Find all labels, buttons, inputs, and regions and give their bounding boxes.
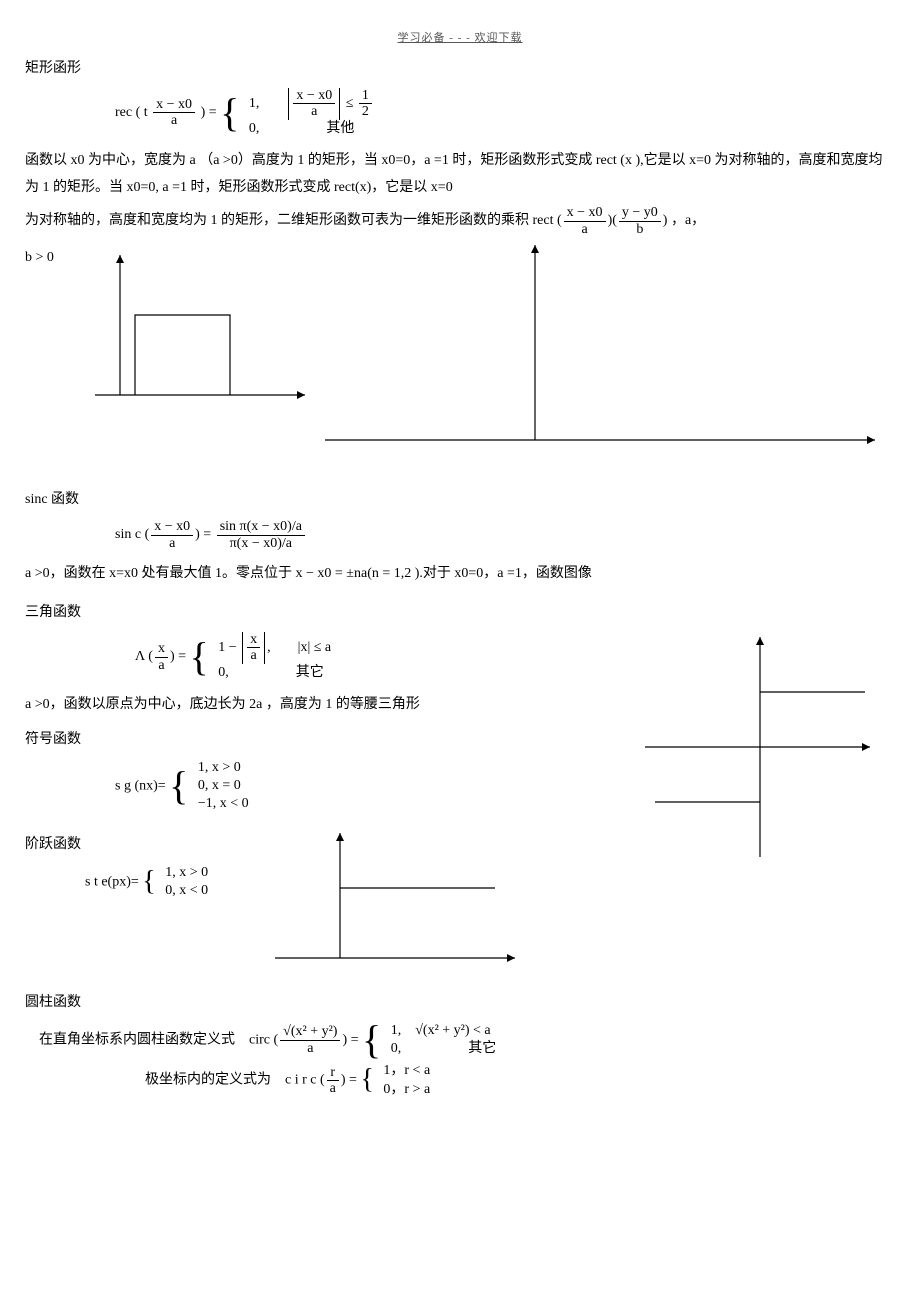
circ-polar: 极坐标内的定义式为 c i r c ( r a ) = { 1，r < a 0，… bbox=[145, 1062, 895, 1098]
sinc-para: a >0，函数在 x=x0 处有最大值 1。零点位于 x − x0 = ±na(… bbox=[25, 561, 895, 588]
circ-polar-lhs: c i r c bbox=[285, 1073, 316, 1088]
section-sgn-title: 符号函数 bbox=[25, 729, 645, 751]
rect-2d-num1: x − x0 bbox=[564, 205, 606, 221]
circ-lhs: circ bbox=[249, 1032, 270, 1047]
tri-lhs: Λ bbox=[135, 649, 145, 664]
rect-para3: b > 0 bbox=[25, 245, 65, 272]
step-equation: s t e(px)= { 1, x > 0 0, x < 0 bbox=[85, 864, 265, 900]
circ-arg-num: √(x² + y²) bbox=[280, 1024, 340, 1040]
rect-half-num: 1 bbox=[359, 88, 372, 104]
rect-equation: rec ( t x − x0 a ) = { 1, x − x0 a ≤ 1 2… bbox=[115, 88, 895, 138]
rect-arg-num: x − x0 bbox=[153, 97, 195, 113]
circ-case1-val: 1, bbox=[391, 1023, 402, 1038]
sgn-row2: 0, x = 0 bbox=[194, 777, 249, 795]
rect-2d-den2: b bbox=[619, 222, 661, 237]
sinc-arg-den: a bbox=[151, 536, 193, 551]
step-row1: 1, x > 0 bbox=[161, 864, 208, 882]
circ-case2-val: 0, bbox=[391, 1041, 402, 1056]
rect-half-den: 2 bbox=[359, 104, 372, 119]
tri-case2-cond: 其它 bbox=[296, 665, 324, 680]
rect-cond-den: a bbox=[293, 104, 335, 119]
tri-abs-num: x bbox=[247, 632, 260, 648]
step-lhs: s t e(px)= bbox=[85, 874, 139, 889]
circ-polar-num: r bbox=[327, 1065, 339, 1081]
sgn-equation: s g (nx)= { 1, x > 0 0, x = 0 −1, x < 0 bbox=[115, 759, 645, 814]
rect-para2-tail: ，a， bbox=[671, 213, 705, 228]
rect-2d-num2: y − y0 bbox=[619, 205, 661, 221]
rect-plot-2 bbox=[325, 245, 885, 475]
tri-abs-den: a bbox=[247, 648, 260, 663]
circ-polar-row1: 1，r < a bbox=[379, 1062, 430, 1080]
circ-case2-cond: 其它 bbox=[468, 1041, 496, 1056]
sinc-lhs: sin c bbox=[115, 527, 141, 542]
section-circ-title: 圆柱函数 bbox=[25, 992, 895, 1014]
rect-func-name: rec bbox=[115, 105, 132, 120]
circ-pre: 在直角坐标系内圆柱函数定义式 bbox=[39, 1032, 235, 1047]
rect-arg-den: a bbox=[153, 113, 195, 128]
circ-arg-den: a bbox=[280, 1041, 340, 1056]
circ-polar-den: a bbox=[327, 1081, 339, 1096]
sgn-lhs: s g (nx)= bbox=[115, 779, 166, 794]
circ-case1-cond: √(x² + y²) < a bbox=[415, 1023, 490, 1038]
circ-def: 在直角坐标系内圆柱函数定义式 circ ( √(x² + y²) a ) = {… bbox=[39, 1022, 895, 1058]
sinc-rhs-den: π(x − x0)/a bbox=[217, 536, 305, 551]
circ-polar-row2: 0，r > a bbox=[379, 1081, 430, 1099]
sinc-rhs-num: sin π(x − x0)/a bbox=[217, 519, 305, 535]
rect-para1: 函数以 x0 为中心，宽度为 a （a >0）高度为 1 的矩形，当 x0=0，… bbox=[25, 148, 895, 201]
section-rect-title: 矩形函形 bbox=[25, 58, 895, 80]
tri-case2-val: 0, bbox=[218, 665, 229, 680]
tri-arg-den: a bbox=[155, 658, 168, 673]
rect-para2-pre: 为对称轴的，高度和宽度均为 1 的矩形，二维矩形函数可表为一维矩形函数的乘积 r… bbox=[25, 213, 553, 228]
rect-case2-val: 0, bbox=[249, 121, 260, 136]
sinc-arg-num: x − x0 bbox=[151, 519, 193, 535]
section-step-title: 阶跃函数 bbox=[25, 834, 265, 856]
rect-case2-cond: 其他 bbox=[326, 121, 354, 136]
tri-equation: Λ ( x a ) = { 1 − x a , |x| ≤ a 0, bbox=[135, 632, 645, 682]
circ-polar-pre: 极坐标内的定义式为 bbox=[145, 1073, 271, 1088]
step-plot bbox=[265, 828, 525, 978]
section-sinc-title: sinc 函数 bbox=[25, 489, 895, 511]
page-header: 学习必备 - - - 欢迎下载 bbox=[25, 30, 895, 48]
rect-cond-op: ≤ bbox=[346, 96, 354, 111]
tri-arg-num: x bbox=[155, 641, 168, 657]
sgn-row1: 1, x > 0 bbox=[194, 759, 249, 777]
step-row2: 0, x < 0 bbox=[161, 882, 208, 900]
section-tri-title: 三角函数 bbox=[25, 602, 645, 624]
rect-case1-val: 1, bbox=[249, 96, 260, 111]
rect-para2: 为对称轴的，高度和宽度均为 1 的矩形，二维矩形函数可表为一维矩形函数的乘积 r… bbox=[25, 205, 895, 237]
sgn-plot bbox=[645, 632, 875, 862]
tri-case1-cond: |x| ≤ a bbox=[298, 640, 332, 655]
sgn-row3: −1, x < 0 bbox=[194, 795, 249, 813]
tri-case1-pre: 1 − bbox=[218, 640, 236, 655]
rect-cond-num: x − x0 bbox=[293, 88, 335, 104]
sinc-equation: sin c ( x − x0 a ) = sin π(x − x0)/a π(x… bbox=[115, 519, 895, 551]
rect-plot-1 bbox=[65, 245, 325, 420]
rect-2d-den1: a bbox=[564, 222, 606, 237]
tri-para: a >0，函数以原点为中心，底边长为 2a ，高度为 1 的等腰三角形 bbox=[25, 692, 645, 719]
